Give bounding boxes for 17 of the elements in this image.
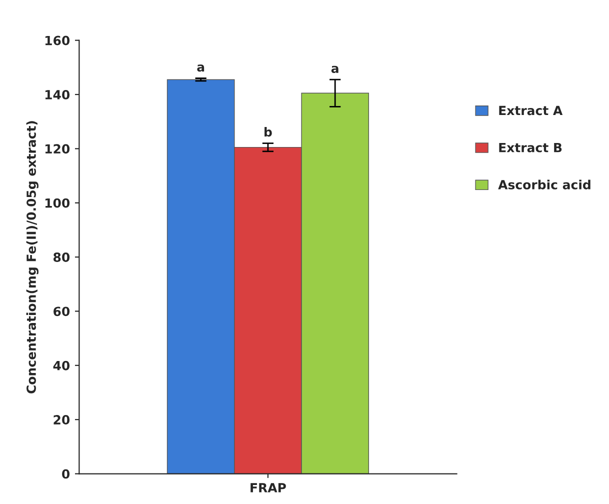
legend-label: Ascorbic acid [498, 180, 590, 190]
y-axis-title: Concentration(mg Fe(II)/0.05g extract) [26, 121, 38, 394]
y-tick-label: 0 [62, 469, 70, 479]
y-tick-label: 120 [45, 144, 70, 154]
x-tick-label: FRAP [250, 483, 286, 492]
y-tick-label: 160 [45, 36, 70, 46]
y-tick-label: 40 [53, 360, 70, 370]
legend-label: Extract A [499, 106, 563, 116]
annotation: b [264, 127, 272, 137]
legend-label: Extract B [499, 143, 562, 152]
annotation: a [331, 66, 338, 74]
y-tick-label: 60 [54, 306, 70, 316]
annotation: a [197, 64, 204, 72]
y-tick-label: 20 [54, 415, 70, 425]
y-tick-label: 140 [45, 90, 70, 100]
y-tick-label: 80 [54, 252, 70, 262]
y-tick-label: 100 [45, 198, 70, 208]
